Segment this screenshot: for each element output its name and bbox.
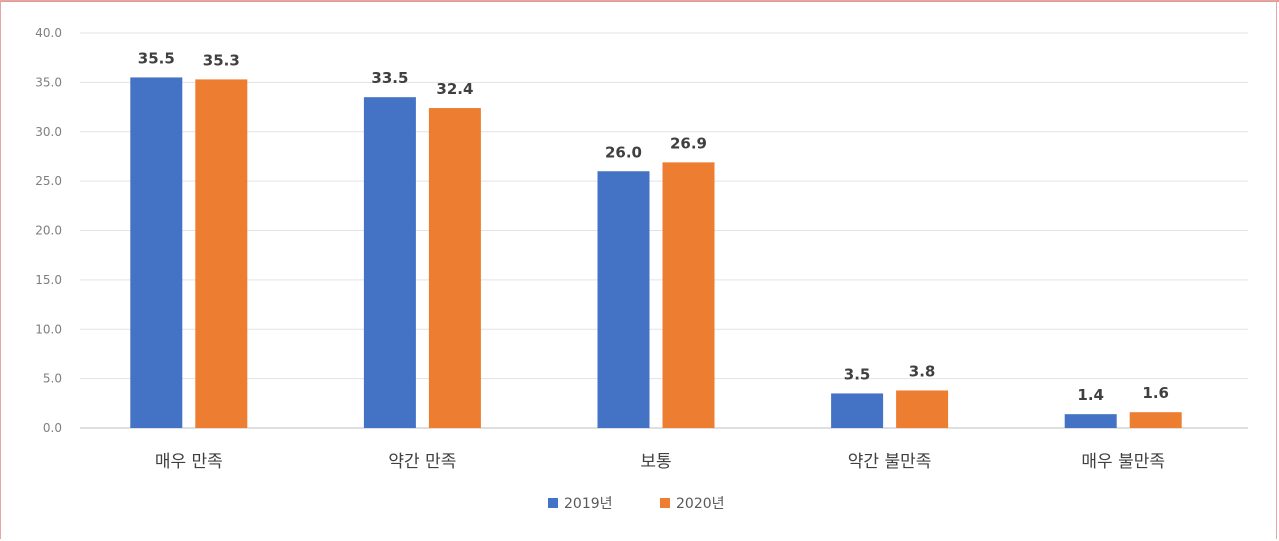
y-tick-label: 0.0 — [43, 421, 62, 435]
data-label: 35.3 — [203, 51, 240, 69]
y-tick-label: 15.0 — [35, 273, 62, 287]
bar-2020 — [896, 390, 949, 428]
x-category-label: 약간 만족 — [388, 452, 456, 472]
bar-2020 — [1129, 412, 1182, 428]
data-label: 3.5 — [844, 365, 871, 383]
legend-swatch — [548, 498, 558, 508]
data-label: 3.8 — [909, 362, 936, 380]
bar-2019 — [130, 77, 183, 428]
y-tick-label: 40.0 — [35, 26, 62, 40]
data-label: 26.0 — [605, 143, 642, 161]
legend-label: 2020년 — [676, 496, 725, 512]
legend-swatch — [660, 498, 670, 508]
x-category-label: 보통 — [640, 452, 671, 472]
bar-2019 — [1064, 414, 1117, 428]
data-label: 1.6 — [1142, 384, 1169, 402]
y-tick-label: 10.0 — [35, 322, 62, 336]
data-label: 26.9 — [670, 134, 707, 152]
data-label: 33.5 — [371, 69, 408, 87]
data-label: 35.5 — [138, 49, 175, 67]
data-label: 32.4 — [436, 80, 473, 98]
bar-2019 — [597, 171, 650, 428]
y-tick-label: 35.0 — [35, 75, 62, 89]
x-category-label: 매우 불만족 — [1081, 452, 1165, 472]
bar-2020 — [195, 79, 248, 428]
x-category-label: 매우 만족 — [155, 452, 223, 472]
y-tick-label: 30.0 — [35, 125, 62, 139]
y-tick-label: 5.0 — [43, 372, 62, 386]
bar-2019 — [831, 393, 884, 428]
data-label: 1.4 — [1077, 386, 1104, 404]
bar-2020 — [428, 108, 481, 429]
y-tick-label: 20.0 — [35, 224, 62, 238]
x-category-label: 약간 불만족 — [848, 452, 932, 472]
y-tick-label: 25.0 — [35, 174, 62, 188]
bar-2020 — [662, 162, 715, 429]
legend-label: 2019년 — [564, 496, 613, 512]
bar-2019 — [363, 97, 416, 428]
frame-top-border — [0, 0, 1279, 2]
